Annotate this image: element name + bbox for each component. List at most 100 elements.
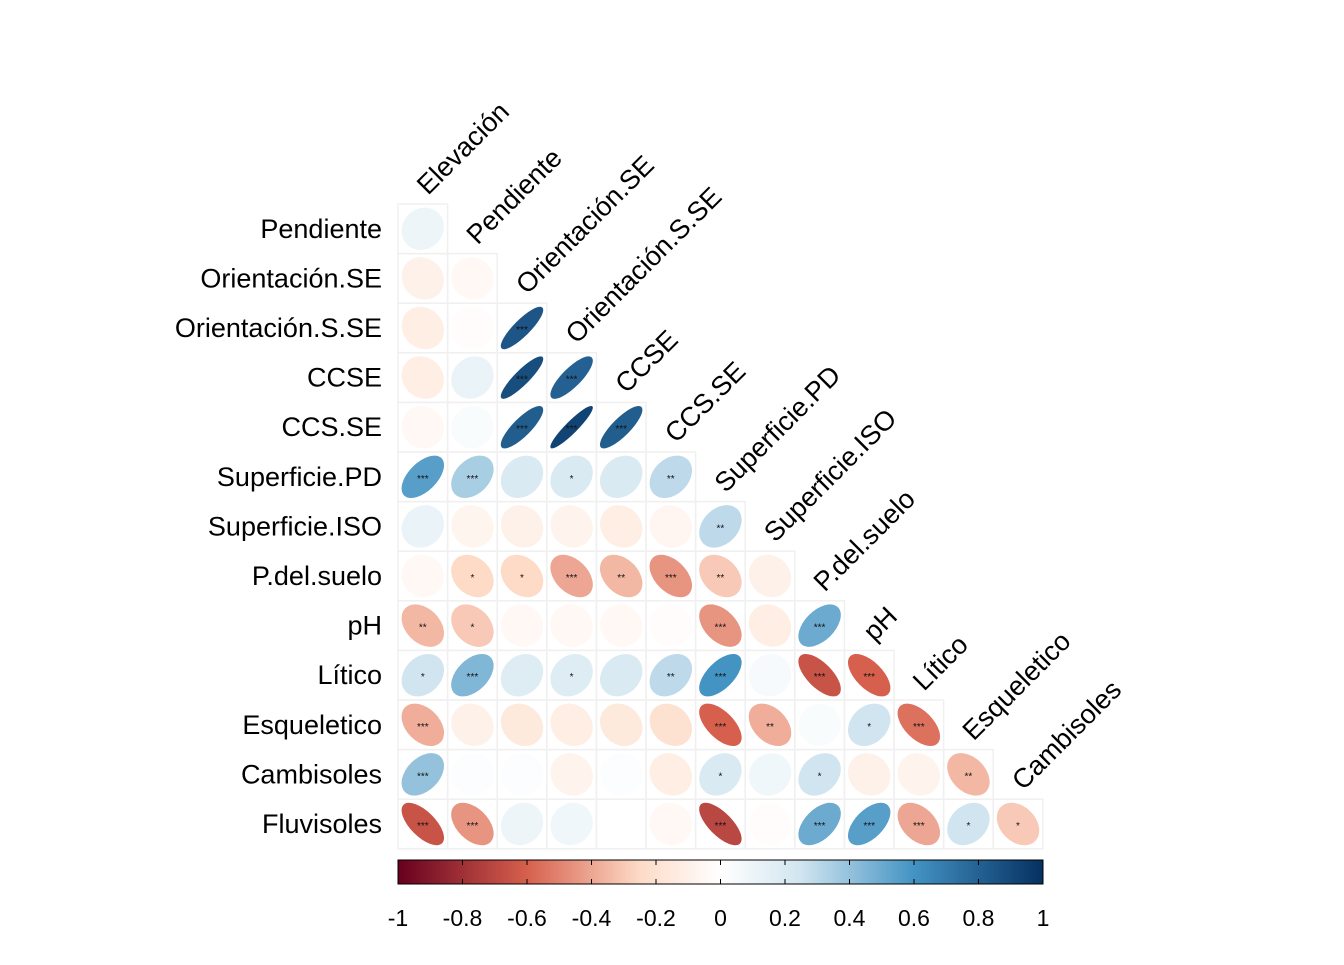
column-label: Pendiente [461, 143, 568, 250]
significance-label: *** [715, 821, 727, 832]
row-label: Superficie.ISO [208, 511, 382, 541]
correlation-ellipse [401, 356, 445, 399]
correlation-ellipse [599, 653, 643, 697]
cell-CCSE-Pendiente [446, 352, 498, 404]
correlation-ellipse [451, 505, 494, 548]
cell-Cambisoles-Elevación: *** [397, 748, 449, 800]
significance-label: *** [863, 821, 875, 832]
correlation-ellipse [500, 405, 544, 449]
correlation-ellipse [550, 554, 593, 598]
cell-Cambisoles-CCSE [595, 748, 647, 800]
correlation-ellipse [798, 753, 841, 796]
cell-Cambisoles-pH [843, 748, 895, 800]
correlation-ellipse [599, 703, 643, 747]
cell-P.del.suelo-Orientación.SE: * [496, 550, 548, 602]
cell-Fluvisoles-Cambisoles: * [992, 798, 1044, 850]
significance-label: *** [715, 672, 727, 683]
cell-pH-Orientación.S.SE [546, 600, 598, 652]
row-label: pH [347, 611, 382, 641]
cell-Cambisoles-Orientación.SE [496, 748, 548, 800]
correlation-ellipse [401, 405, 445, 449]
cell-CCSE-Elevación [397, 352, 449, 404]
significance-label: * [470, 573, 474, 584]
correlation-ellipse [748, 802, 792, 846]
colorbar-tick-label: 0.6 [898, 905, 930, 931]
cell-pH-Superficie.ISO [744, 600, 796, 652]
row-label: Fluvisoles [262, 809, 382, 839]
correlation-ellipse [550, 653, 593, 697]
cell-Esqueletico-Superficie.PD: *** [694, 699, 746, 751]
cell-pH-P.del.suelo: *** [794, 600, 846, 652]
significance-label: *** [715, 623, 727, 634]
correlation-ellipse [401, 753, 445, 796]
cell-pH-Orientación.SE [496, 600, 548, 652]
correlation-ellipse [550, 802, 593, 846]
colorbar-tick-label: -0.2 [636, 905, 676, 931]
colorbar-tick-label: -0.8 [443, 905, 483, 931]
cell-P.del.suelo-CCSE: ** [595, 550, 647, 602]
cell-Esqueletico-Pendiente [446, 699, 498, 751]
significance-label: ** [667, 672, 675, 683]
correlation-ellipse [947, 802, 990, 846]
correlation-ellipse [847, 753, 891, 796]
correlation-ellipse [451, 653, 494, 697]
cell-Cambisoles-Superficie.PD: * [694, 748, 746, 800]
significance-label: * [966, 821, 970, 832]
significance-label: *** [863, 672, 875, 683]
cell-pH-Elevación: ** [397, 600, 449, 652]
significance-label: * [867, 722, 871, 733]
cell-Lítico-CCS.SE: ** [645, 649, 697, 701]
cell-Superficie.ISO-Orientación.SE [496, 500, 548, 552]
cell-Fluvisoles-pH: *** [843, 798, 895, 850]
correlation-ellipse [599, 554, 643, 598]
colorbar-tick-label: -1 [388, 905, 408, 931]
correlation-ellipse [401, 802, 445, 846]
cell-Esqueletico-Orientación.SE [496, 699, 548, 751]
correlation-ellipse [897, 802, 941, 846]
correlation-ellipse [699, 653, 742, 697]
correlation-ellipse [599, 455, 643, 499]
correlation-ellipse [699, 753, 742, 796]
correlation-ellipse [401, 554, 445, 598]
significance-label: *** [516, 424, 528, 435]
significance-label: *** [665, 573, 677, 584]
significance-label: * [520, 573, 524, 584]
correlation-ellipse [748, 554, 792, 598]
cell-Superficie.ISO-Orientación.S.SE [546, 500, 598, 552]
cell-P.del.suelo-CCS.SE: *** [645, 550, 697, 602]
cell-Lítico-Pendiente: *** [446, 649, 498, 701]
colorbar-tick-label: -0.6 [507, 905, 547, 931]
cell-Fluvisoles-Orientación.S.SE [546, 798, 598, 850]
significance-label: ** [617, 573, 625, 584]
correlation-ellipse [599, 604, 643, 647]
cell-Esqueletico-Superficie.ISO: ** [744, 699, 796, 751]
cell-Cambisoles-Superficie.ISO [744, 748, 796, 800]
cell-border [992, 798, 1044, 850]
correlation-ellipse [798, 703, 841, 747]
cell-Cambisoles-P.del.suelo: * [794, 748, 846, 800]
correlation-ellipse [500, 703, 544, 747]
correlation-ellipse [550, 753, 593, 796]
correlation-ellipse [847, 703, 891, 747]
cell-P.del.suelo-Pendiente: * [446, 550, 498, 602]
cell-P.del.suelo-Superficie.PD: ** [694, 550, 746, 602]
correlation-ellipse [947, 753, 990, 796]
colorbar-tick-label: 0.2 [769, 905, 801, 931]
colorbar-tick-label: 0.4 [834, 905, 866, 931]
correlation-ellipse [649, 753, 693, 796]
cell-pH-CCSE [595, 600, 647, 652]
significance-label: *** [615, 424, 627, 435]
correlation-ellipse [599, 405, 643, 449]
correlation-ellipse [500, 802, 544, 846]
cell-Esqueletico-P.del.suelo [794, 699, 846, 751]
correlation-ellipse [451, 356, 494, 399]
column-label: Elevación [411, 96, 515, 200]
row-label: Cambisoles [241, 759, 382, 789]
correlation-ellipse [996, 802, 1040, 846]
cell-Superficie.PD-Orientación.SE [496, 451, 548, 503]
cell-Cambisoles-Lítico [893, 748, 945, 800]
correlation-ellipse [500, 653, 544, 697]
correlation-ellipse [847, 802, 891, 846]
cell-Esqueletico-CCSE [595, 699, 647, 751]
cell-Lítico-Superficie.ISO [744, 649, 796, 701]
